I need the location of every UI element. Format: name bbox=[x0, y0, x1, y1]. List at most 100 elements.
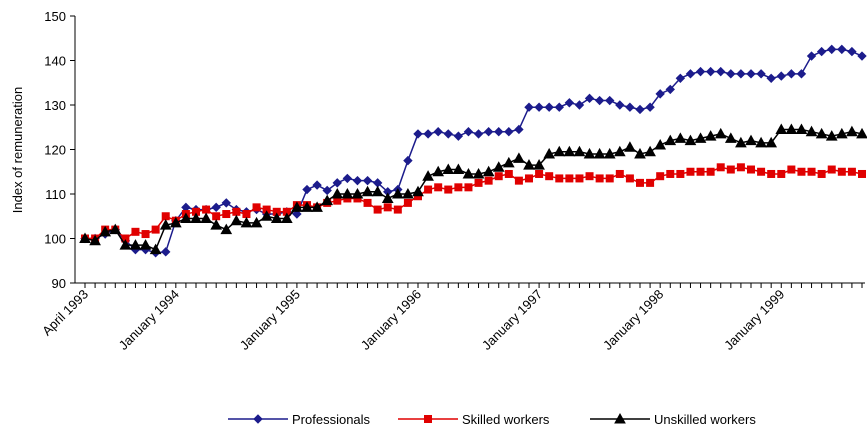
point bbox=[492, 161, 505, 172]
point bbox=[434, 183, 443, 192]
point bbox=[786, 69, 797, 79]
x-tick-label: January 1997 bbox=[479, 287, 545, 353]
point bbox=[352, 175, 363, 186]
point bbox=[545, 172, 554, 181]
point bbox=[232, 207, 241, 216]
point bbox=[412, 185, 424, 197]
point bbox=[211, 202, 221, 213]
point bbox=[785, 123, 798, 134]
legend-label: Skilled workers bbox=[462, 412, 550, 427]
point bbox=[686, 167, 695, 176]
point bbox=[625, 102, 635, 112]
point bbox=[312, 180, 322, 190]
point bbox=[442, 163, 455, 175]
point bbox=[484, 176, 493, 185]
point bbox=[796, 69, 807, 79]
point bbox=[270, 212, 283, 223]
y-tick-label: 130 bbox=[44, 98, 66, 113]
point bbox=[544, 102, 554, 112]
y-tick-label: 90 bbox=[52, 276, 66, 291]
point bbox=[301, 201, 313, 212]
point bbox=[514, 176, 523, 185]
point bbox=[533, 159, 545, 170]
y-tick-label: 110 bbox=[45, 187, 66, 202]
point bbox=[89, 234, 101, 246]
point bbox=[595, 174, 604, 183]
point bbox=[342, 173, 353, 184]
point bbox=[685, 69, 696, 79]
point bbox=[190, 212, 202, 223]
point bbox=[613, 145, 626, 157]
legend-marker bbox=[614, 412, 626, 424]
point bbox=[332, 178, 342, 188]
point bbox=[825, 130, 838, 141]
point bbox=[634, 147, 646, 159]
point bbox=[795, 123, 808, 134]
point bbox=[553, 145, 566, 157]
point bbox=[403, 198, 412, 207]
point bbox=[403, 155, 413, 166]
point bbox=[381, 192, 394, 203]
point bbox=[603, 147, 616, 159]
point bbox=[523, 159, 535, 170]
point bbox=[605, 95, 615, 106]
point bbox=[535, 169, 544, 178]
point bbox=[736, 163, 745, 172]
point bbox=[726, 165, 735, 174]
point bbox=[565, 174, 574, 183]
point bbox=[767, 169, 776, 178]
point bbox=[775, 123, 788, 134]
point bbox=[615, 100, 625, 110]
point bbox=[513, 152, 525, 163]
point bbox=[391, 187, 404, 199]
point bbox=[443, 129, 453, 139]
point bbox=[704, 130, 717, 141]
point bbox=[807, 167, 816, 176]
point bbox=[109, 223, 122, 235]
point bbox=[250, 216, 263, 228]
y-tick-label: 140 bbox=[44, 54, 66, 69]
point bbox=[464, 183, 473, 192]
point bbox=[200, 212, 212, 223]
point bbox=[757, 167, 766, 176]
point bbox=[260, 210, 273, 221]
point bbox=[554, 102, 564, 112]
x-tick-label: January 1999 bbox=[721, 287, 787, 353]
point bbox=[371, 185, 384, 197]
x-tick-label: January 1998 bbox=[600, 287, 666, 353]
point bbox=[453, 131, 464, 141]
point bbox=[675, 73, 686, 84]
point bbox=[504, 126, 514, 137]
point bbox=[322, 185, 332, 196]
x-tick-label: January 1995 bbox=[237, 287, 303, 353]
point bbox=[302, 184, 312, 195]
point bbox=[151, 225, 160, 234]
point bbox=[563, 145, 576, 157]
point bbox=[846, 125, 858, 137]
point bbox=[341, 187, 354, 199]
point bbox=[635, 104, 645, 115]
point bbox=[777, 169, 786, 178]
point bbox=[483, 126, 494, 137]
point bbox=[705, 66, 716, 77]
point bbox=[202, 205, 211, 214]
point bbox=[119, 239, 132, 250]
point bbox=[534, 102, 544, 112]
point bbox=[676, 169, 685, 178]
point bbox=[502, 156, 515, 168]
point bbox=[474, 178, 483, 187]
point bbox=[694, 132, 707, 143]
point bbox=[624, 141, 636, 152]
point bbox=[625, 174, 634, 183]
point bbox=[664, 134, 677, 146]
point bbox=[735, 136, 747, 148]
point bbox=[463, 126, 474, 137]
point bbox=[525, 174, 533, 183]
y-tick-label: 120 bbox=[44, 143, 66, 158]
point bbox=[837, 44, 847, 55]
point bbox=[787, 165, 796, 174]
point bbox=[494, 126, 504, 137]
point bbox=[169, 216, 182, 228]
point bbox=[433, 126, 443, 137]
point bbox=[574, 100, 585, 110]
